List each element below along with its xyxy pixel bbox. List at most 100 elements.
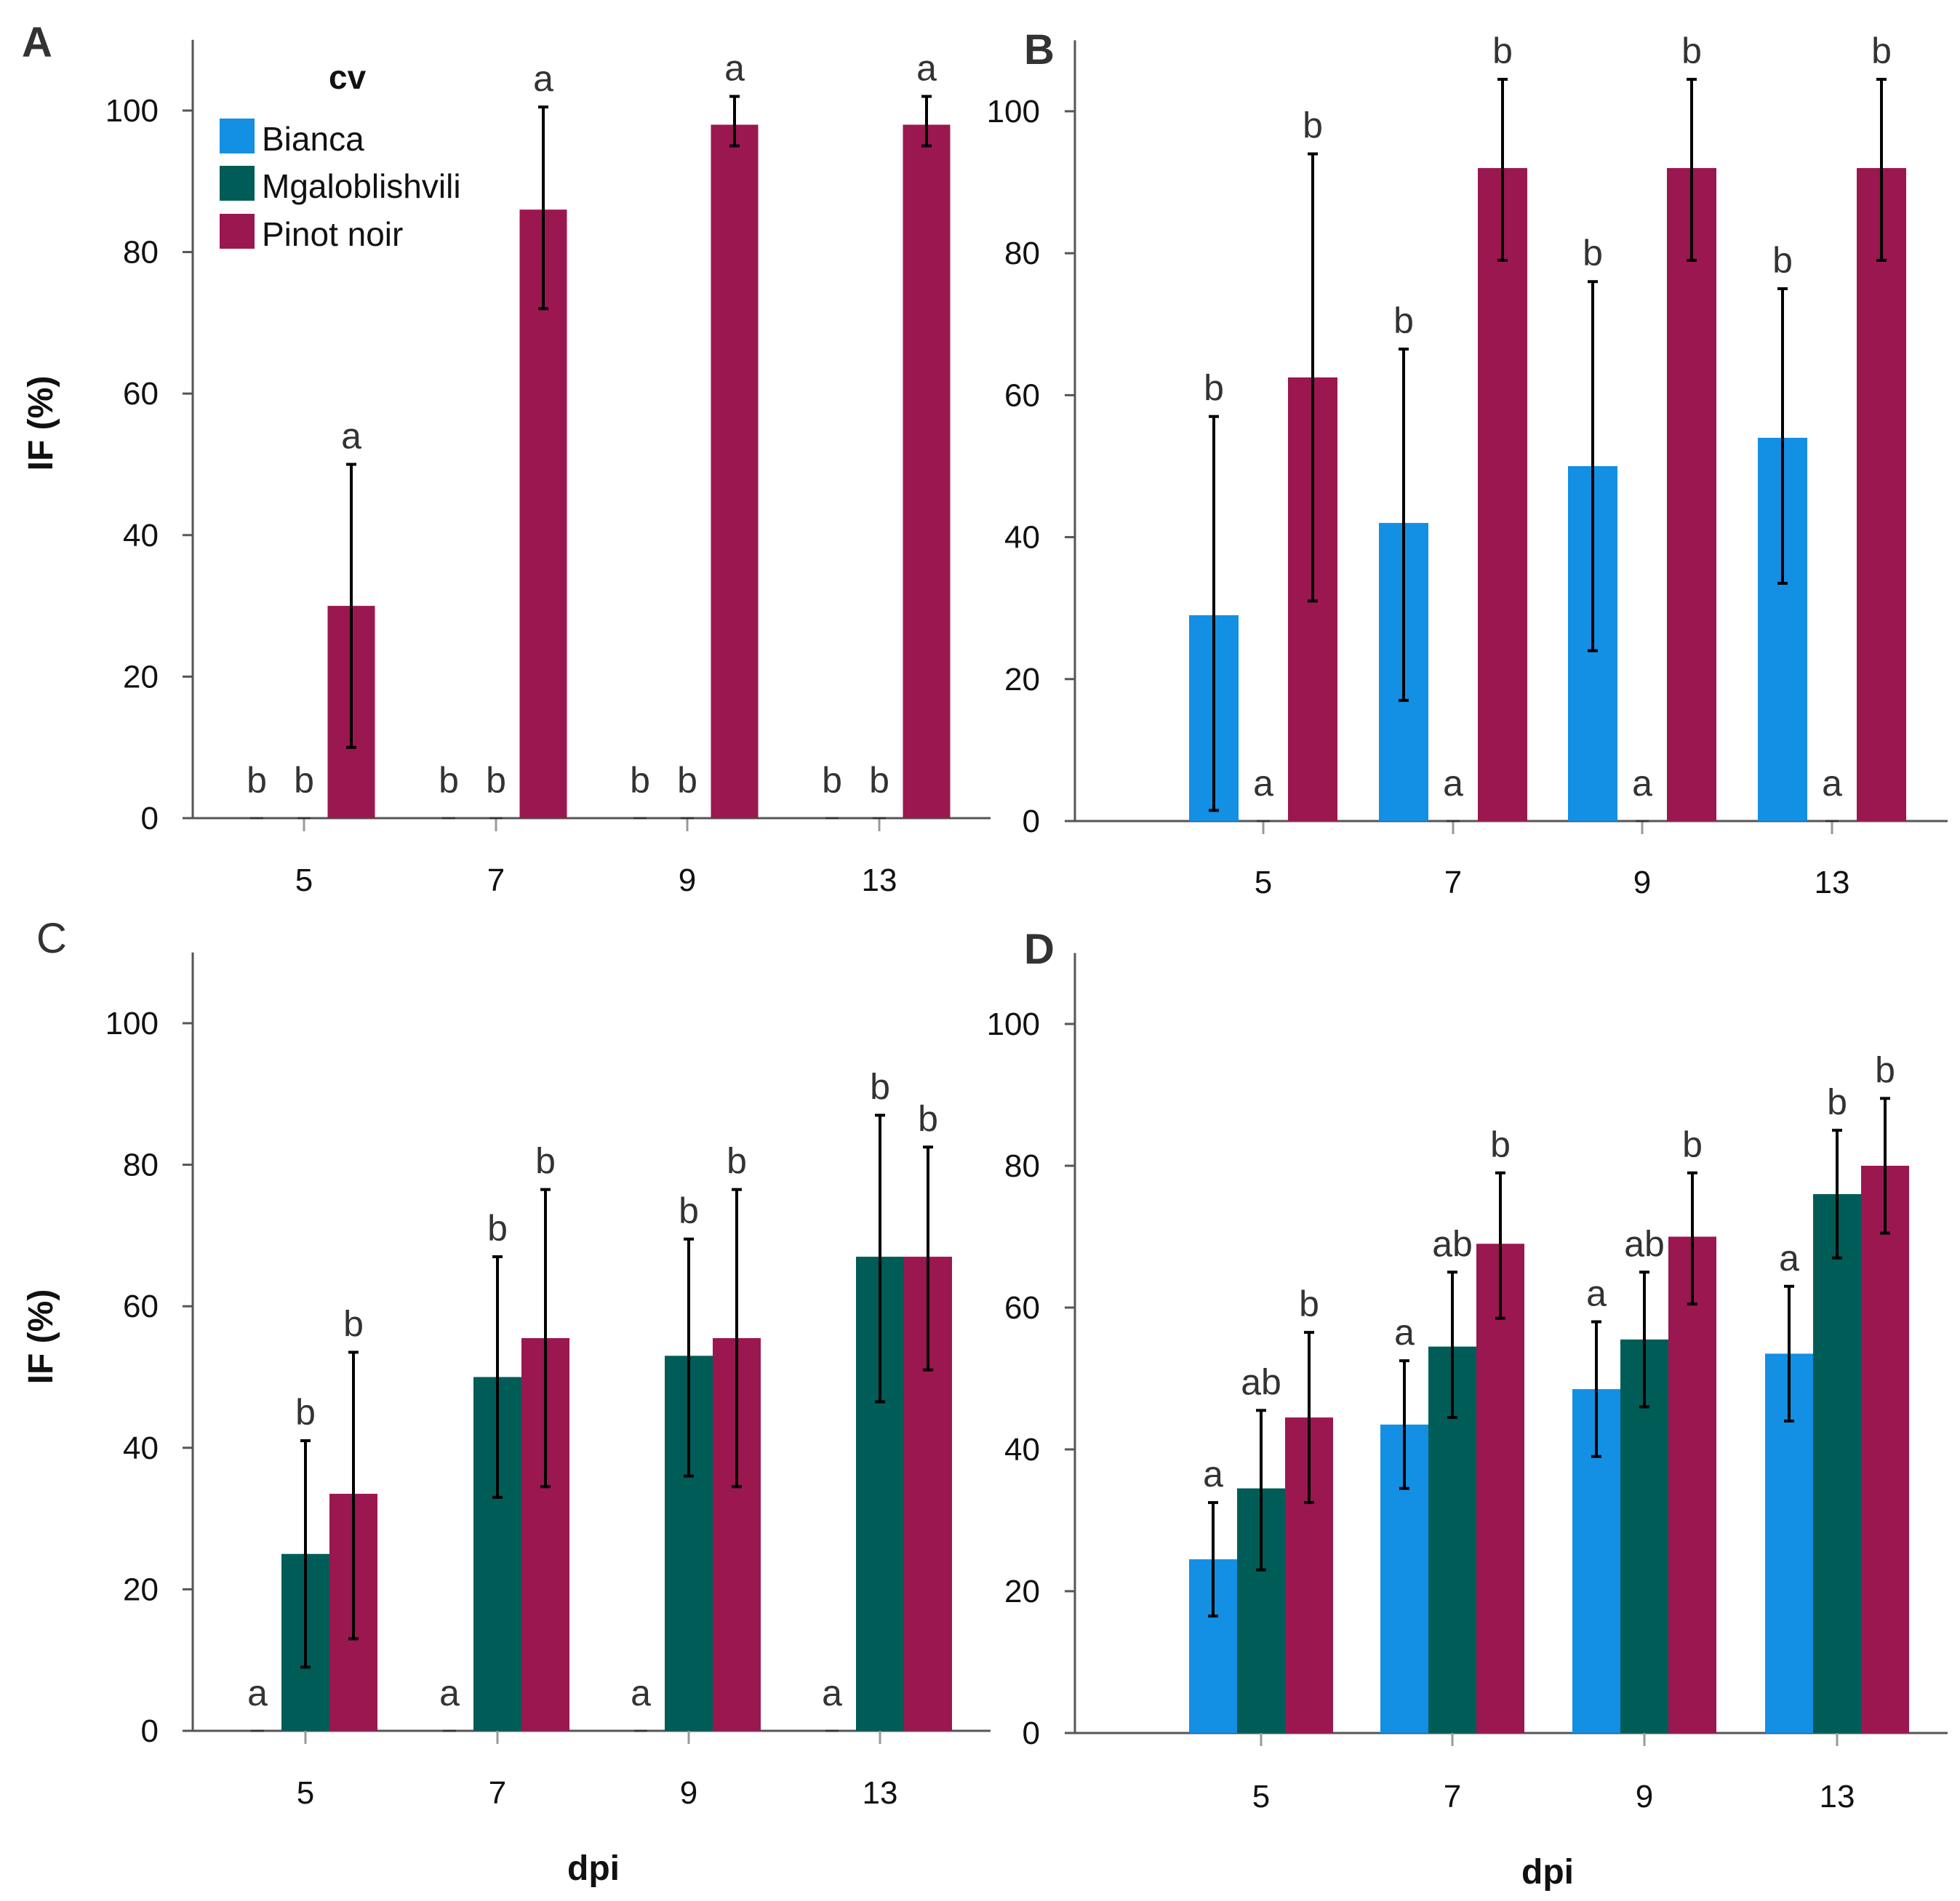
y-tick-label: 0 bbox=[141, 801, 159, 836]
significance-letter: ab bbox=[1624, 1223, 1665, 1264]
significance-letter: b bbox=[1583, 233, 1603, 273]
bar-pinot-noir bbox=[1668, 1236, 1716, 1733]
significance-letter: b bbox=[294, 760, 314, 801]
y-tick-label: 100 bbox=[987, 94, 1040, 129]
legend-label-pinot-noir: Pinot noir bbox=[262, 215, 403, 253]
legend-label-mgaloblishvili: Mgaloblishvili bbox=[262, 167, 461, 205]
x-tick-label: 7 bbox=[1444, 865, 1462, 900]
y-tick-label: 40 bbox=[123, 518, 159, 553]
x-axis-title-right: dpi bbox=[1521, 1853, 1574, 1892]
panel-b: 0 20 40 60 80 100 5 7 9 13 b b b b a a a a b b b b bbox=[987, 31, 1948, 900]
y-tick-label: 20 bbox=[1004, 662, 1040, 697]
y-tick-label: 0 bbox=[141, 1713, 159, 1749]
y-tick-label: 20 bbox=[123, 1572, 159, 1607]
bar-pinot-noir bbox=[1476, 1244, 1524, 1733]
significance-letter: a bbox=[1203, 1454, 1223, 1494]
y-tick-label: 20 bbox=[1004, 1574, 1040, 1609]
legend-title: cv bbox=[329, 58, 367, 96]
significance-letter: a bbox=[1779, 1238, 1799, 1278]
significance-letter: ab bbox=[1241, 1361, 1281, 1402]
significance-letter: b bbox=[295, 1392, 316, 1433]
bar-pinot-noir bbox=[711, 124, 759, 818]
y-tick-label: 100 bbox=[105, 93, 159, 129]
significance-letter: a bbox=[1586, 1273, 1607, 1314]
y-tick-label: 40 bbox=[1004, 520, 1040, 556]
significance-letter: b bbox=[1827, 1081, 1847, 1122]
bar-pinot-noir bbox=[903, 124, 951, 818]
y-tick-label: 20 bbox=[123, 659, 159, 695]
x-tick-label: 5 bbox=[297, 1775, 314, 1811]
significance-letter: a bbox=[916, 48, 937, 89]
y-axis-title-bottom: IF (%) bbox=[22, 1289, 60, 1385]
x-tick-label: 9 bbox=[1636, 1779, 1653, 1814]
significance-letter: b bbox=[1875, 1049, 1895, 1090]
significance-letter: a bbox=[341, 416, 361, 457]
significance-letter: b bbox=[1204, 368, 1224, 409]
x-tick-label: 5 bbox=[295, 863, 313, 898]
y-tick-label: 40 bbox=[123, 1430, 159, 1466]
significance-letter: a bbox=[822, 1673, 842, 1713]
x-tick-label: 7 bbox=[1444, 1779, 1461, 1814]
x-tick-label: 13 bbox=[862, 863, 897, 898]
x-tick-label: 13 bbox=[1820, 1779, 1855, 1814]
significance-letter: b bbox=[486, 760, 506, 801]
x-tick-label: 9 bbox=[1633, 865, 1651, 900]
significance-letter: a bbox=[1443, 763, 1463, 804]
bar-pinot-noir bbox=[1857, 168, 1906, 821]
significance-letter: b bbox=[343, 1303, 364, 1344]
y-tick-label: 80 bbox=[1004, 1148, 1040, 1184]
bar-pinot-noir bbox=[1667, 168, 1716, 821]
y-tick-label: 80 bbox=[123, 235, 159, 271]
x-tick-label: 7 bbox=[487, 863, 505, 898]
x-tick-label: 9 bbox=[679, 863, 696, 898]
significance-letter: b bbox=[1393, 300, 1414, 341]
y-tick-label: 60 bbox=[1004, 377, 1040, 413]
significance-letter: a bbox=[1394, 1312, 1415, 1353]
panel-letter-b: B bbox=[1024, 26, 1055, 73]
significance-letter: b bbox=[918, 1098, 938, 1139]
bar-mgaloblishvili bbox=[1813, 1194, 1861, 1733]
significance-letter: b bbox=[870, 1066, 890, 1107]
significance-letter: b bbox=[677, 760, 697, 801]
significance-letter: b bbox=[1681, 31, 1702, 71]
significance-letter: b bbox=[1299, 1284, 1319, 1324]
significance-letter: b bbox=[1682, 1124, 1703, 1165]
y-tick-label: 60 bbox=[1004, 1290, 1040, 1326]
y-tick-label: 0 bbox=[1023, 1716, 1040, 1751]
significance-letter: a bbox=[533, 58, 553, 99]
y-axis-title-top: IF (%) bbox=[22, 376, 60, 471]
x-tick-label: 9 bbox=[680, 1775, 697, 1811]
significance-letter: b bbox=[1772, 240, 1793, 281]
legend-swatch-bianca bbox=[220, 119, 255, 153]
y-tick-label: 100 bbox=[987, 1006, 1040, 1042]
y-tick-label: 0 bbox=[1023, 804, 1040, 839]
x-tick-label: 5 bbox=[1252, 1779, 1270, 1814]
y-tick-label: 80 bbox=[123, 1148, 159, 1183]
significance-letter: a bbox=[1632, 763, 1652, 804]
y-tick-label: 40 bbox=[1004, 1432, 1040, 1468]
x-axis-title-left: dpi bbox=[567, 1849, 620, 1888]
significance-letter: b bbox=[535, 1141, 556, 1182]
panel-letter-d: D bbox=[1024, 926, 1055, 973]
bar-pinot-noir bbox=[519, 209, 567, 819]
bar-pinot-noir bbox=[1861, 1166, 1909, 1733]
significance-letter: b bbox=[439, 760, 459, 801]
bar-pinot-noir bbox=[1478, 168, 1527, 821]
y-tick-label: 80 bbox=[1004, 236, 1040, 271]
legend-label-bianca: Bianca bbox=[262, 120, 364, 158]
x-tick-label: 13 bbox=[863, 1775, 898, 1811]
significance-letter: b bbox=[869, 760, 889, 801]
significance-letter: b bbox=[1303, 105, 1323, 146]
significance-letter: a bbox=[439, 1673, 460, 1713]
significance-letter: b bbox=[1871, 31, 1892, 71]
significance-letter: b bbox=[1492, 31, 1513, 71]
significance-letter: ab bbox=[1432, 1223, 1473, 1264]
y-tick-label: 60 bbox=[123, 1289, 159, 1324]
significance-letter: b bbox=[727, 1141, 747, 1182]
x-tick-label: 5 bbox=[1255, 865, 1272, 900]
x-tick-label: 13 bbox=[1815, 865, 1850, 900]
significance-letter: a bbox=[1253, 763, 1273, 804]
y-tick-label: 100 bbox=[105, 1006, 159, 1041]
